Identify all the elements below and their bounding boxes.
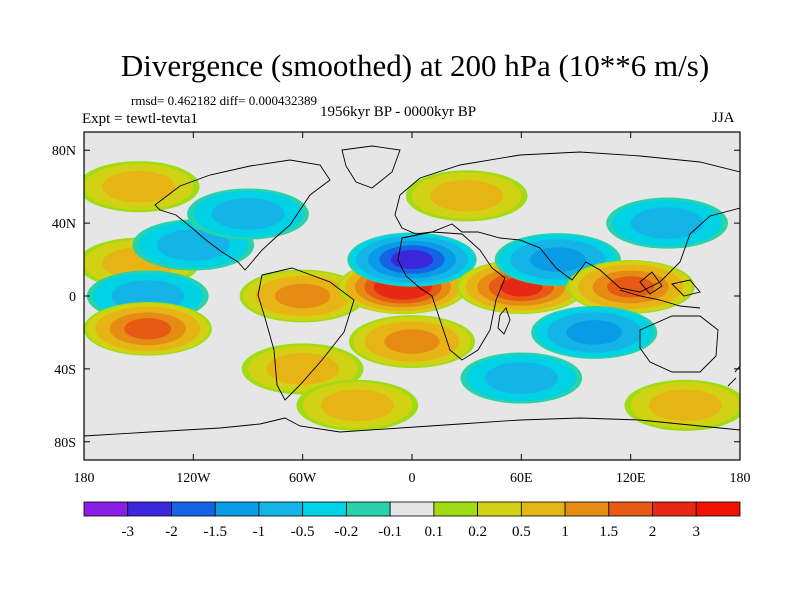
anomaly-contour (124, 318, 172, 340)
colorbar: -3 -2 -1.5 -1 -0.5 -0.2 -0.1 0.1 0.2 0.5 1 1.5 2 3 (83, 501, 741, 540)
anomaly-region (405, 170, 528, 222)
colorbar-swatch (389, 501, 435, 517)
coastlines (84, 145, 740, 437)
maritime-continent-coastline (619, 271, 701, 309)
anomaly-field (84, 161, 740, 431)
greenland-coastline (341, 145, 401, 189)
x-tick-label: 0 (409, 471, 416, 486)
anomaly-contour (484, 362, 558, 394)
stats-label: rmsd= 0.462182 diff= 0.000432389 (131, 93, 317, 108)
y-axis: 80N 40N 0 40S 80S (52, 144, 740, 451)
anomaly-region (239, 269, 366, 323)
anomaly-contour (648, 389, 722, 422)
anomaly-region (187, 188, 309, 240)
colorbar-label: 3 (693, 524, 701, 540)
anomaly-contour (566, 320, 622, 345)
anomaly-contour (320, 389, 394, 422)
colorbar-swatch (258, 501, 304, 517)
y-tick-label: 40N (52, 217, 76, 232)
colorbar-swatch (345, 501, 391, 517)
x-tick-label: 60W (289, 471, 317, 486)
anomaly-contour (630, 207, 704, 239)
anomaly-region (494, 233, 621, 286)
anomaly-region (348, 315, 476, 368)
anomaly-contour (430, 180, 504, 212)
anomaly-region (531, 306, 658, 359)
australia-coastline (639, 315, 719, 373)
y-tick-label: 0 (69, 290, 76, 305)
colorbar-label: -0.2 (335, 524, 359, 540)
south-america-coastline (257, 267, 355, 401)
y-tick-label: 80S (54, 436, 76, 451)
eurasia-coastline (394, 151, 740, 293)
colorbar-swatch (564, 501, 610, 517)
colorbar-label: -3 (121, 524, 134, 540)
colorbar-label: -0.5 (291, 524, 315, 540)
colorbar-swatch (214, 501, 260, 517)
colorbar-label: -1.5 (203, 524, 227, 540)
colorbar-label: 1 (561, 524, 569, 540)
colorbar-label: 0.1 (424, 524, 443, 540)
antarctica-coastline (84, 417, 740, 437)
anomaly-region (296, 379, 419, 431)
anomaly-region (460, 352, 583, 404)
anomaly-region (606, 197, 728, 249)
colorbar-swatch (520, 501, 566, 517)
colorbar-swatch (171, 501, 216, 517)
colorbar-swatch (652, 501, 697, 517)
colorbar-label: -2 (165, 524, 178, 540)
colorbar-swatch (83, 501, 129, 517)
colorbar-swatch (477, 501, 522, 517)
north-america-coastline (154, 159, 331, 271)
anomaly-region (241, 343, 364, 395)
y-tick-label: 80N (52, 144, 76, 159)
colorbar-swatch (608, 501, 653, 517)
anomaly-region (566, 260, 695, 314)
x-tick-label: 120E (616, 471, 646, 486)
x-tick-label: 180 (74, 471, 95, 486)
anomaly-region (624, 379, 740, 431)
x-tick-label: 120W (176, 471, 211, 486)
anomaly-contour (266, 353, 340, 385)
anomaly-contour (530, 247, 586, 272)
colorbar-label: -0.1 (378, 524, 402, 540)
y-tick-label: 40S (54, 363, 76, 378)
colorbar-swatch (127, 501, 172, 517)
x-tick-label: 180 (730, 471, 751, 486)
colorbar-label: 0.2 (468, 524, 487, 540)
anomaly-contour (390, 249, 434, 270)
africa-coastline (397, 231, 506, 361)
season-label: JJA (712, 110, 735, 126)
anomaly-region (84, 301, 212, 356)
colorbar-swatch (433, 501, 479, 517)
x-axis: 180 120W 60W 0 60E 120E 180 (74, 132, 751, 486)
colorbar-swatch (302, 501, 347, 517)
anomaly-contour (102, 170, 176, 203)
colorbar-label: 2 (649, 524, 657, 540)
period-label: 1956kyr BP - 0000kyr BP (320, 104, 477, 120)
colorbar-swatch (695, 501, 741, 517)
anomaly-contour (211, 198, 285, 230)
anomaly-region (347, 232, 477, 287)
x-tick-label: 60E (510, 471, 533, 486)
colorbar-label: 0.5 (512, 524, 531, 540)
colorbar-label: -1 (253, 524, 266, 540)
colorbar-label: 1.5 (599, 524, 618, 540)
anomaly-contour (156, 229, 230, 261)
madagascar-coastline (497, 307, 511, 335)
experiment-label: Expt = tewtl-tevta1 (82, 111, 198, 127)
anomaly-contour (607, 276, 655, 298)
chart-title: Divergence (smoothed) at 200 hPa (10**6 … (120, 48, 710, 83)
anomaly-contour (274, 283, 331, 309)
anomaly-contour (384, 329, 440, 354)
anomaly-region (84, 161, 200, 213)
